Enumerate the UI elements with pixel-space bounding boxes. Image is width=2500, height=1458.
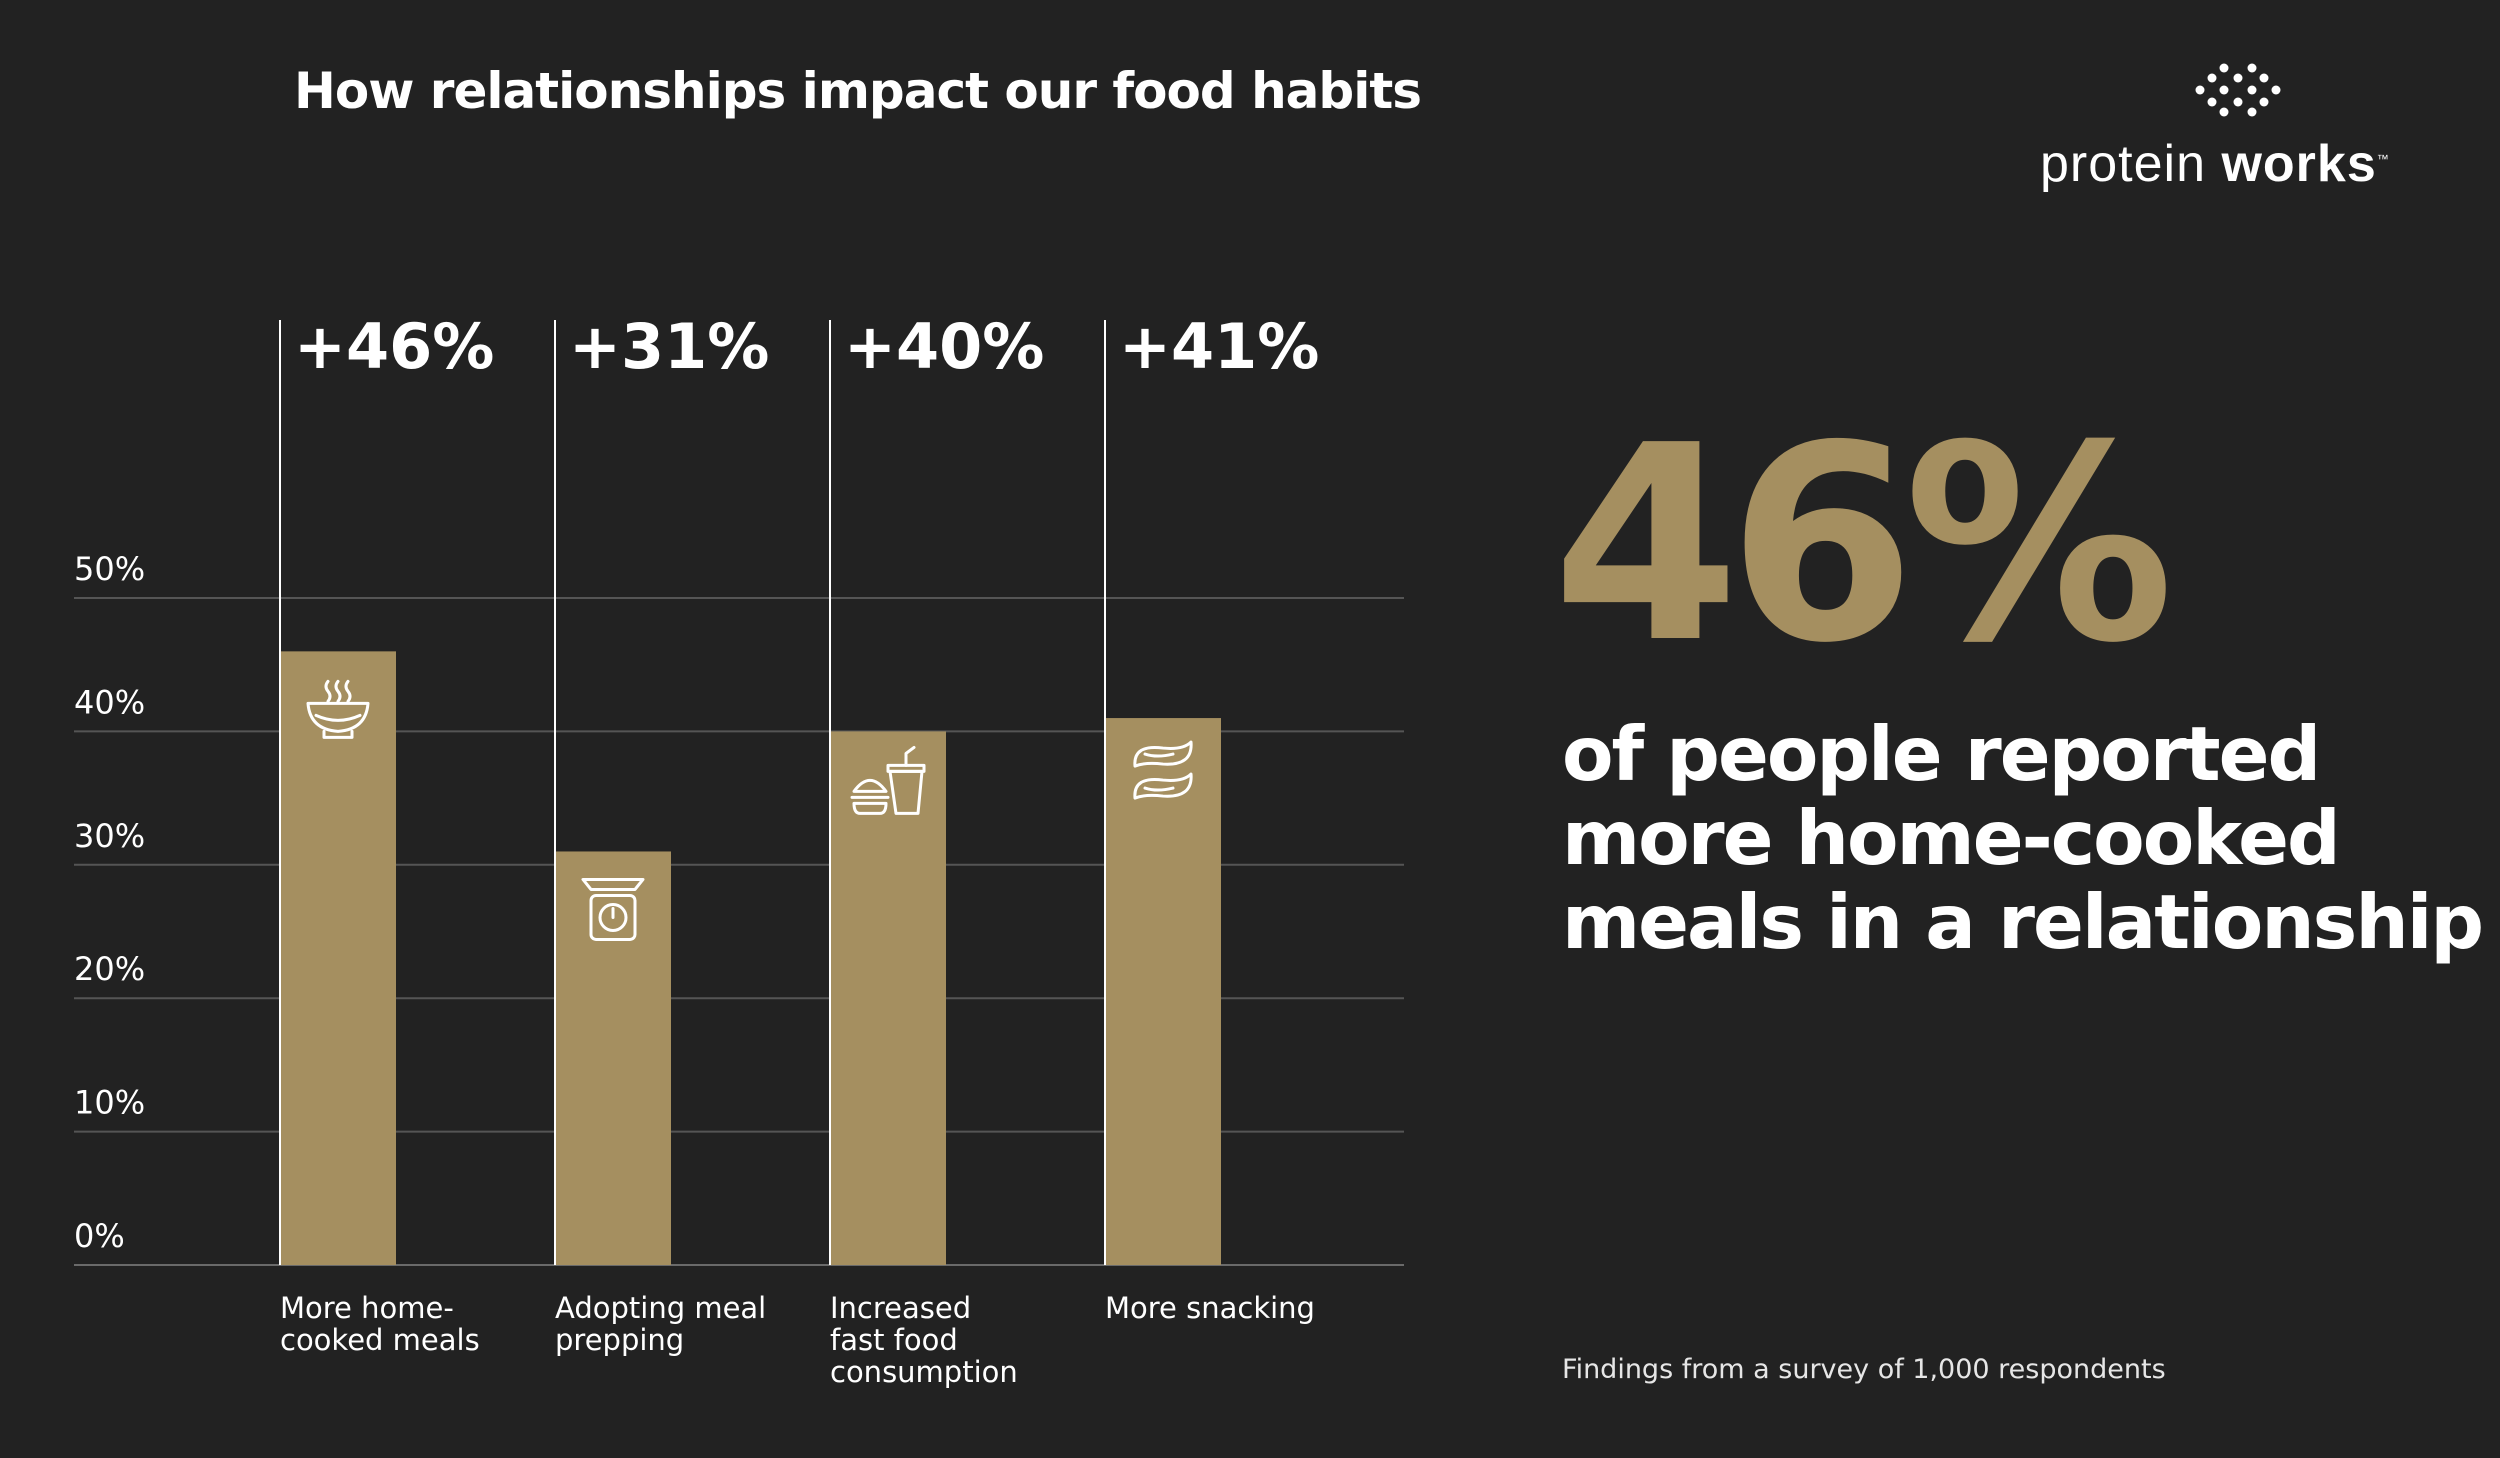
bar (1105, 718, 1221, 1265)
bar-data-label: +46% (294, 310, 494, 383)
chart-title: How relationships impact our food habits (294, 62, 1422, 120)
x-category-label: cooked meals (280, 1323, 480, 1357)
soup-bowl-icon (306, 679, 370, 739)
highlight-stat-value: 46% (1552, 387, 2174, 702)
bar (555, 851, 671, 1265)
y-tick-label: 10% (74, 1084, 145, 1122)
x-category-label: Increased (830, 1291, 971, 1325)
y-tick-label: 30% (74, 817, 145, 855)
brand-wordmark: protein works™ (2040, 135, 2390, 193)
bar-data-label: +40% (844, 310, 1044, 383)
y-tick-label: 0% (74, 1217, 125, 1255)
bar (280, 651, 396, 1265)
bar-data-label: +31% (569, 310, 769, 383)
snack-chips-icon (1133, 740, 1193, 800)
x-category-label: More home- (280, 1291, 454, 1325)
logo-dots-icon (2195, 63, 2281, 117)
caption-line: meals in a relationship (1562, 878, 2484, 966)
x-category-label: Adopting meal (555, 1291, 766, 1325)
highlight-stat-caption: of people reported more home-cooked meal… (1562, 710, 2484, 966)
brand-logo: protein works™ (2040, 62, 2440, 212)
survey-footnote: Findings from a survey of 1,000 responde… (1562, 1354, 2166, 1385)
y-tick-label: 20% (74, 950, 145, 988)
x-category-label: prepping (555, 1323, 684, 1357)
caption-line: of people reported (1562, 710, 2321, 798)
y-tick-label: 50% (74, 550, 145, 588)
kitchen-scale-icon (581, 877, 645, 941)
x-category-label: consumption (830, 1355, 1018, 1389)
bar-chart: 0% 10% 20% 30% 40% 50% +46% More home-cooked me… (74, 310, 1404, 1389)
x-category-label: fast food (830, 1323, 958, 1357)
bar-data-label: +41% (1119, 310, 1319, 383)
caption-line: more home-cooked (1562, 794, 2341, 882)
x-category-label: More snacking (1105, 1291, 1315, 1325)
fast-food-icon (850, 745, 926, 815)
bar (830, 731, 946, 1265)
y-tick-label: 40% (74, 683, 145, 721)
